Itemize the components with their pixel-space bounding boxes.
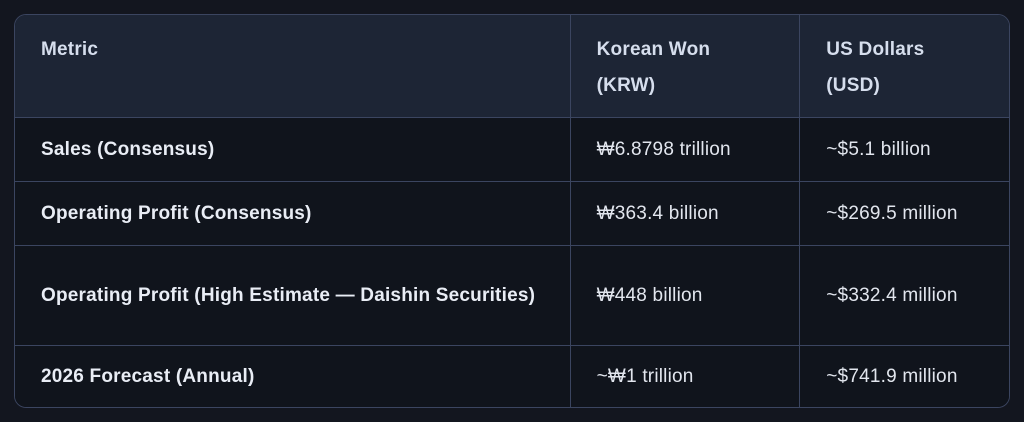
cell-usd: ~$741.9 million — [800, 346, 1009, 407]
header-label-metric: Metric — [41, 39, 99, 60]
usd-value: ~$741.9 million — [826, 365, 958, 387]
cell-metric: Operating Profit (Consensus) — [15, 182, 571, 245]
krw-value: ~₩1 trillion — [596, 365, 694, 387]
cell-metric: Operating Profit (High Estimate — Daishi… — [15, 246, 571, 345]
header-cell-usd: US Dollars (USD) — [800, 15, 1009, 117]
krw-value: ₩363.4 billion — [596, 202, 719, 224]
cell-krw: ₩448 billion — [571, 246, 801, 345]
krw-value: ₩448 billion — [596, 284, 703, 306]
cell-krw: ₩363.4 billion — [571, 182, 801, 245]
cell-usd: ~$5.1 billion — [800, 118, 1009, 181]
usd-value: ~$5.1 billion — [826, 138, 931, 160]
cell-usd: ~$269.5 million — [800, 182, 1009, 245]
header-label-usd-line1: US Dollars — [826, 39, 925, 60]
cell-krw: ~₩1 trillion — [571, 346, 801, 407]
metric-label: 2026 Forecast (Annual) — [41, 365, 255, 387]
header-label-krw-line2: (KRW) — [596, 75, 656, 96]
header-label-usd-line2: (USD) — [826, 75, 881, 96]
table-header-row: Metric Korean Won (KRW) US Dollars (USD) — [15, 15, 1009, 118]
table-row: 2026 Forecast (Annual) ~₩1 trillion ~$74… — [15, 346, 1009, 407]
krw-value: ₩6.8798 trillion — [596, 138, 731, 160]
table-row: Operating Profit (Consensus) ₩363.4 bill… — [15, 182, 1009, 246]
cell-metric: Sales (Consensus) — [15, 118, 571, 181]
table-row: Sales (Consensus) ₩6.8798 trillion ~$5.1… — [15, 118, 1009, 182]
usd-value: ~$269.5 million — [826, 202, 958, 224]
metric-label: Operating Profit (High Estimate — Daishi… — [41, 284, 536, 306]
metric-label: Operating Profit (Consensus) — [41, 202, 312, 224]
cell-metric: 2026 Forecast (Annual) — [15, 346, 571, 407]
table-row: Operating Profit (High Estimate — Daishi… — [15, 246, 1009, 346]
metric-label: Sales (Consensus) — [41, 138, 215, 160]
header-cell-metric: Metric — [15, 15, 571, 117]
usd-value: ~$332.4 million — [826, 284, 958, 306]
header-cell-krw: Korean Won (KRW) — [571, 15, 801, 117]
financial-table: Metric Korean Won (KRW) US Dollars (USD)… — [14, 14, 1010, 408]
header-label-krw-line1: Korean Won — [596, 39, 711, 60]
cell-usd: ~$332.4 million — [800, 246, 1009, 345]
cell-krw: ₩6.8798 trillion — [571, 118, 801, 181]
